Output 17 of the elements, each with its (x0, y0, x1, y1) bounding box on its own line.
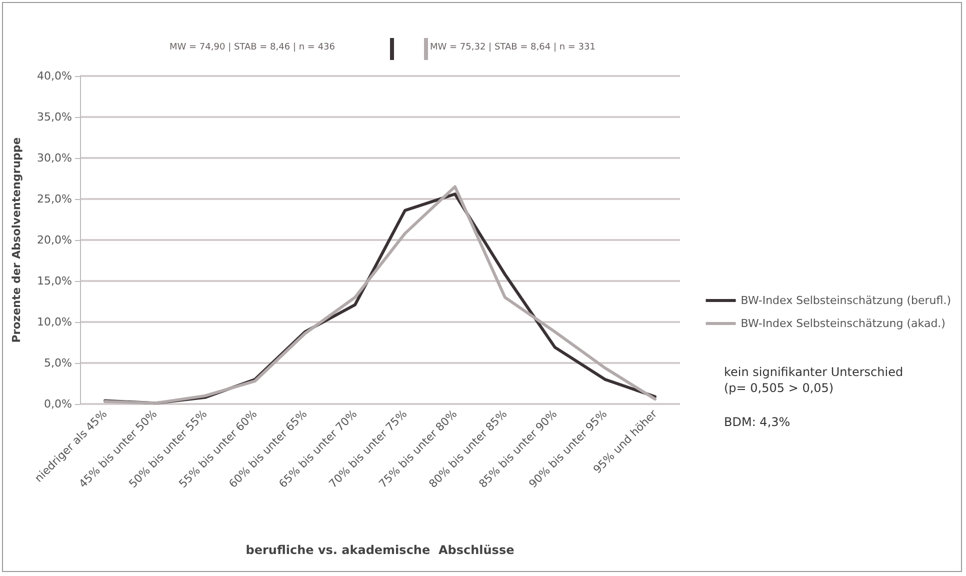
y-tick-label: 35,0% (37, 110, 72, 124)
x-axis-title: berufliche vs. akademische Abschlüsse (246, 543, 514, 557)
legend-label: BW-Index Selbsteinschätzung (akad.) (740, 317, 946, 330)
y-tick-label: 5,0% (44, 356, 72, 370)
y-tick-label: 25,0% (37, 192, 72, 206)
text: MW = 75,32 | STAB = 8,64 | n = 331 (430, 42, 596, 52)
y-axis-title: Prozente der Absolventengruppe (10, 137, 23, 343)
y-tick-label: 0,0% (44, 398, 72, 410)
y-tick-label: 40,0% (37, 70, 72, 82)
y-tick-label: 10,0% (37, 316, 72, 328)
legend-label: BW-Index Selbsteinschätzung (berufl.) (740, 294, 952, 307)
text: BDM: 4,3% (724, 415, 790, 429)
y-tick-label: 30,0% (37, 152, 72, 164)
text: kein signifikanter Unterschied (p= 0,505 > 0,05) (724, 365, 904, 395)
text: MW = 74,90 | STAB = 8,46 | n = 436 (170, 42, 336, 52)
y-tick-label: 15,0% (37, 274, 72, 288)
y-tick-label: 20,0% (37, 234, 72, 246)
